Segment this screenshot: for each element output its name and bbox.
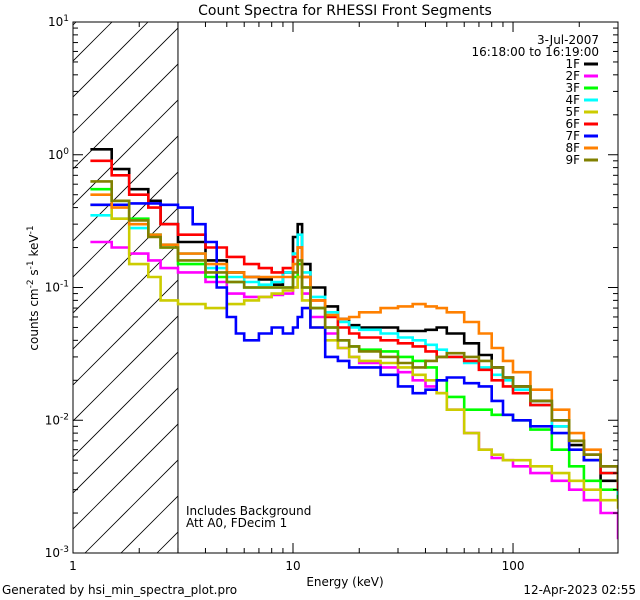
footer-generated-by: Generated by hsi_min_spectra_plot.pro [2, 583, 237, 597]
series-layer [90, 148, 618, 540]
footer-timestamp: 12-Apr-2023 02:55 [523, 583, 636, 597]
hatched-region [0, 22, 640, 553]
y-tick-base: 10 [45, 546, 60, 560]
hatch-line [73, 315, 178, 422]
legend-label-3F: 3F [565, 81, 580, 95]
hatch-line [73, 63, 178, 170]
legend-label-4F: 4F [565, 93, 580, 107]
legend-label-6F: 6F [565, 117, 580, 131]
series-3F [90, 187, 618, 502]
y-tick-label: 101 [48, 14, 69, 29]
chart-title: Count Spectra for RHESSI Front Segments [198, 3, 492, 19]
legend-label-8F: 8F [565, 141, 580, 155]
y-tick-base: 10 [45, 413, 60, 427]
legend-date: 3-Jul-2007 [537, 33, 599, 47]
ylabel-part-a: counts cm [27, 288, 41, 350]
hatch-line [73, 243, 178, 350]
series-1F [90, 148, 618, 502]
y-tick-exp: -3 [60, 545, 69, 555]
hatch-line [337, 22, 640, 553]
y-tick-exp: -2 [60, 412, 69, 422]
hatch-line [73, 423, 178, 530]
legend-label-2F: 2F [565, 69, 580, 83]
hatch-line [0, 22, 4, 553]
annotation-attenuator: Att A0, FDecim 1 [186, 516, 287, 530]
x-axis-label: Energy (keV) [306, 575, 383, 589]
ylabel-sup-2: -1 [26, 260, 36, 269]
x-axis-ticks: 1 10 100 [69, 22, 619, 573]
legend-label-1F: 1F [565, 57, 580, 71]
annotation-background: Includes Background [186, 504, 311, 518]
ylabel-part-c: keV [27, 234, 41, 261]
series-4F [90, 214, 618, 495]
x-tick-label: 1 [69, 559, 77, 573]
y-tick-base: 10 [48, 15, 63, 29]
x-tick-label: 100 [502, 559, 525, 573]
x-tick-label: 10 [285, 559, 300, 573]
hatch-line [73, 279, 178, 386]
ylabel-sup-3: -1 [26, 225, 36, 234]
y-tick-label: 10-2 [45, 412, 69, 427]
legend-label-7F: 7F [565, 129, 580, 143]
y-tick-label: 100 [48, 147, 69, 162]
legend-time-range: 16:18:00 to 16:19:00 [472, 45, 599, 59]
legend-label-9F: 9F [565, 153, 580, 167]
hatch-line [73, 207, 178, 314]
y-tick-label: 10-1 [45, 280, 69, 295]
y-tick-base: 10 [45, 281, 60, 295]
hatch-line [73, 27, 178, 134]
y-tick-base: 10 [48, 148, 63, 162]
series-8F [90, 193, 618, 483]
y-tick-label: 10-3 [45, 545, 69, 560]
y-tick-exp: -1 [60, 280, 69, 290]
hatch-line [301, 22, 640, 553]
y-axis-label: counts cm-2 s-1 keV-1 [26, 225, 41, 350]
y-tick-exp: 0 [63, 147, 69, 157]
series-7F [90, 202, 618, 475]
hatch-line [73, 387, 178, 494]
ylabel-sup-1: -2 [26, 279, 36, 288]
y-tick-exp: 1 [63, 14, 69, 24]
hatch-line [84, 459, 178, 553]
series-9F [90, 180, 618, 483]
hatch-line [73, 99, 178, 206]
hatch-line [625, 22, 640, 553]
series-5F [90, 203, 618, 509]
ylabel-part-b: s [27, 269, 41, 279]
legend-label-5F: 5F [565, 105, 580, 119]
